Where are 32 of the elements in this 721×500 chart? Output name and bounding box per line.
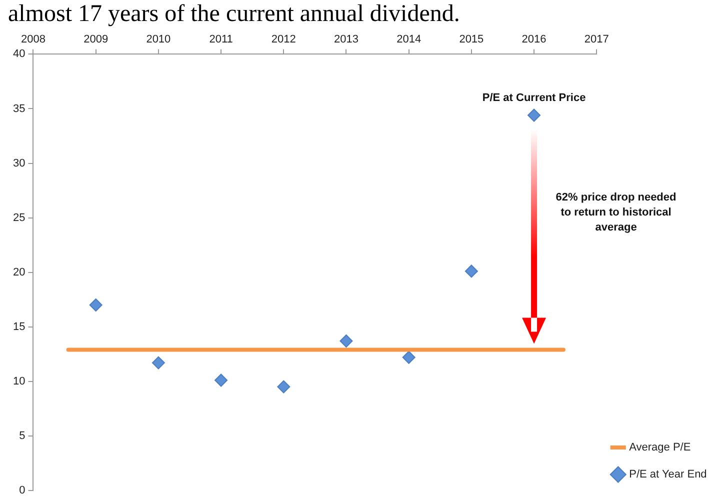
point [340, 334, 353, 348]
point [89, 298, 102, 312]
point [402, 350, 416, 364]
point [464, 264, 478, 278]
y-tick-label: 20 [12, 266, 26, 278]
point [528, 108, 541, 122]
y-tick-label: 40 [12, 48, 26, 60]
x-tick-label: 2011 [209, 34, 233, 46]
y-tick-label: 30 [12, 157, 26, 170]
annotation: P/E at Current Price [482, 92, 586, 104]
point [214, 374, 228, 387]
x-tick-label: 2009 [84, 34, 108, 46]
legend-label: Average P/E [629, 442, 691, 454]
legend-label: P/E at Year End [629, 468, 707, 481]
y-tick-label: 25 [12, 212, 26, 224]
x-tick-label: 2012 [271, 34, 296, 46]
x-tick-label: 2010 [146, 34, 171, 46]
annotation: 62% price drop needed to return to historical average [556, 192, 676, 234]
point [152, 356, 165, 370]
x-tick-label: 2014 [396, 34, 422, 46]
y-tick-label: 0 [19, 484, 26, 496]
x-tick-label: 2017 [584, 34, 609, 46]
x-tick-label: 2016 [522, 34, 546, 46]
y-tick-label: 10 [12, 375, 26, 388]
y-tick-label: 15 [12, 320, 26, 333]
x-tick-label: 2015 [459, 34, 484, 46]
text: almost 17 years of the current annual dividend. [7, 0, 461, 29]
y-tick-label: 5 [19, 430, 26, 442]
y-tick-label: 35 [12, 102, 26, 115]
point [277, 380, 290, 394]
x-tick-label: 2013 [334, 34, 358, 46]
x-tick-label: 2008 [20, 34, 46, 46]
